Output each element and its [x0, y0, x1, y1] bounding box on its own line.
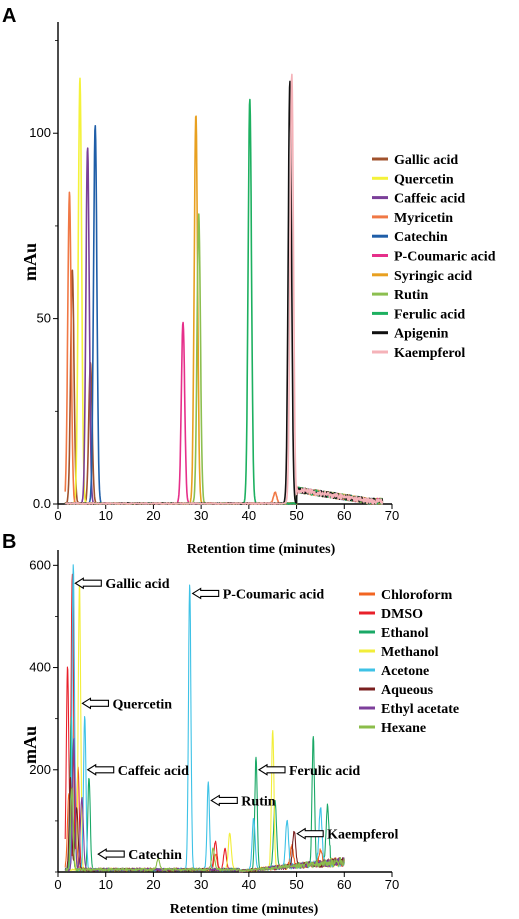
series-line-acetone-b — [64, 564, 345, 873]
annotation-label-catechin: Catechin — [128, 848, 182, 863]
legend-label-myricetin-a: Myricetin — [394, 211, 453, 226]
series-line-p-coumaric-acid-a — [64, 321, 384, 505]
legend-label-gallic-acid-a: Gallic acid — [394, 153, 458, 168]
x-tick-label-b: 40 — [242, 877, 256, 892]
x-axis-title-b: Retention time (minutes) — [170, 902, 319, 917]
x-tick-label-b: 20 — [146, 877, 160, 892]
series-line-myricetin-a — [64, 191, 384, 505]
series-group-b — [64, 564, 345, 873]
annotation-p-coumaric-acid: P-Coumaric acid — [191, 587, 325, 602]
x-tick-label-b: 10 — [98, 877, 112, 892]
series-line-caffeic-acid-a — [64, 147, 383, 505]
panel-letter-b: B — [2, 531, 16, 553]
series-line-kaempferol-a — [64, 73, 384, 505]
annotation-arrow-rutin — [210, 794, 238, 807]
x-tick-label-a: 60 — [337, 508, 351, 523]
annotation-label-caffeic-acid: Caffeic acid — [118, 764, 189, 779]
legend-label-hexane-b: Hexane — [381, 721, 426, 736]
x-tick-label-b: 60 — [337, 877, 351, 892]
series-line-methanol-b — [64, 585, 345, 873]
y-axis-title-b: mAu — [20, 726, 40, 764]
legend-label-acetone-b: Acetone — [381, 664, 429, 679]
legend-label-apigenin-a: Apigenin — [394, 327, 449, 342]
y-axis-title-a: mAu — [20, 243, 40, 281]
series-line-hexane-b — [64, 787, 345, 873]
legend-label-ethyl-acetate-b: Ethyl acetate — [381, 702, 459, 717]
legend-label-chloroform-b: Chloroform — [381, 588, 453, 603]
legend-label-rutin-a: Rutin — [394, 288, 428, 303]
x-tick-label-b: 30 — [194, 877, 208, 892]
annotation-label-rutin: Rutin — [241, 794, 275, 809]
series-line-syringic-acid-a — [64, 115, 384, 505]
annotation-label-ferulic-acid: Ferulic acid — [289, 764, 360, 779]
series-line-aqueous-b — [64, 777, 345, 873]
annotation-arrow-quercetin — [81, 697, 110, 710]
legend-label-ethanol-b: Ethanol — [381, 626, 429, 641]
annotation-arrow-kaempferol — [296, 827, 324, 840]
series-line-dmso-b — [64, 573, 345, 873]
series-line-gallic-acid-a — [64, 269, 384, 505]
annotation-arrow-ferulic-acid — [257, 763, 286, 776]
x-tick-label-a: 10 — [98, 508, 112, 523]
annotation-label-gallic-acid: Gallic acid — [105, 577, 169, 592]
annotation-rutin: Rutin — [210, 794, 276, 809]
x-tick-label-a: 70 — [385, 508, 399, 523]
legend-label-syringic-acid-a: Syringic acid — [394, 269, 472, 284]
legend-label-caffeic-acid-a: Caffeic acid — [394, 192, 465, 207]
x-tick-label-a: 50 — [289, 508, 303, 523]
annotation-label-p-coumaric-acid: P-Coumaric acid — [223, 587, 325, 602]
legend-label-kaempferol-a: Kaempferol — [394, 346, 465, 361]
x-tick-label-a: 20 — [146, 508, 160, 523]
x-tick-label-a: 0 — [54, 508, 61, 523]
series-line-apigenin-a — [64, 80, 384, 505]
legend-label-dmso-b: DMSO — [381, 607, 423, 622]
y-tick-label-a: 0.0 — [33, 496, 51, 511]
annotation-arrow-gallic-acid — [74, 577, 102, 590]
x-tick-label-b: 50 — [289, 877, 303, 892]
series-line-ferulic-acid-a — [64, 98, 384, 505]
series-line-catechin-a — [64, 125, 383, 505]
annotation-caffeic-acid: Caffeic acid — [86, 763, 189, 779]
y-tick-label-a: 50 — [37, 311, 51, 326]
annotation-label-kaempferol: Kaempferol — [327, 828, 398, 843]
y-tick-label-a: 100 — [29, 125, 51, 140]
x-tick-label-a: 40 — [242, 508, 256, 523]
y-tick-label-b: 400 — [29, 660, 51, 675]
x-axis-title-a: Retention time (minutes) — [187, 542, 336, 557]
y-tick-label-b: 600 — [29, 557, 51, 572]
y-tick-label-b: 200 — [29, 762, 51, 777]
x-tick-label-b: 0 — [54, 877, 61, 892]
annotation-ferulic-acid: Ferulic acid — [257, 763, 360, 779]
chart-panel-b: 0 10 20 30 40 50 60 70 200 400 600 Chloroform DMSO Et… — [29, 550, 459, 892]
annotation-kaempferol: Kaempferol — [296, 827, 399, 843]
annotation-label-quercetin: Quercetin — [112, 697, 172, 712]
annotation-arrow-catechin — [97, 848, 125, 861]
series-line-quercetin-a — [64, 77, 383, 505]
annotation-arrow-p-coumaric-acid — [191, 587, 220, 600]
annotation-arrow-caffeic-acid — [86, 763, 115, 776]
series-line-ethanol-b — [64, 716, 345, 873]
annotation-gallic-acid: Gallic acid — [74, 577, 170, 592]
annotation-quercetin: Quercetin — [81, 697, 172, 712]
legend-label-ferulic-acid-a: Ferulic acid — [394, 307, 465, 322]
panel-letter-a: A — [2, 5, 16, 27]
legend-label-catechin-a: Catechin — [394, 230, 448, 245]
legend-label-quercetin-a: Quercetin — [394, 172, 454, 187]
legend-label-methanol-b: Methanol — [381, 645, 439, 660]
x-tick-label-b: 70 — [385, 877, 399, 892]
legend-label-aqueous-b: Aqueous — [381, 683, 434, 698]
chart-panel-a: 0 10 20 30 40 50 60 70 0.0 50 100 Gallic acid Querce… — [29, 22, 496, 523]
x-tick-label-a: 30 — [194, 508, 208, 523]
series-group-a — [64, 73, 384, 505]
series-line-rutin-a — [64, 213, 384, 505]
annotation-catechin: Catechin — [97, 848, 182, 863]
legend-label-p-coumaric-acid-a: P-Coumaric acid — [394, 250, 496, 265]
